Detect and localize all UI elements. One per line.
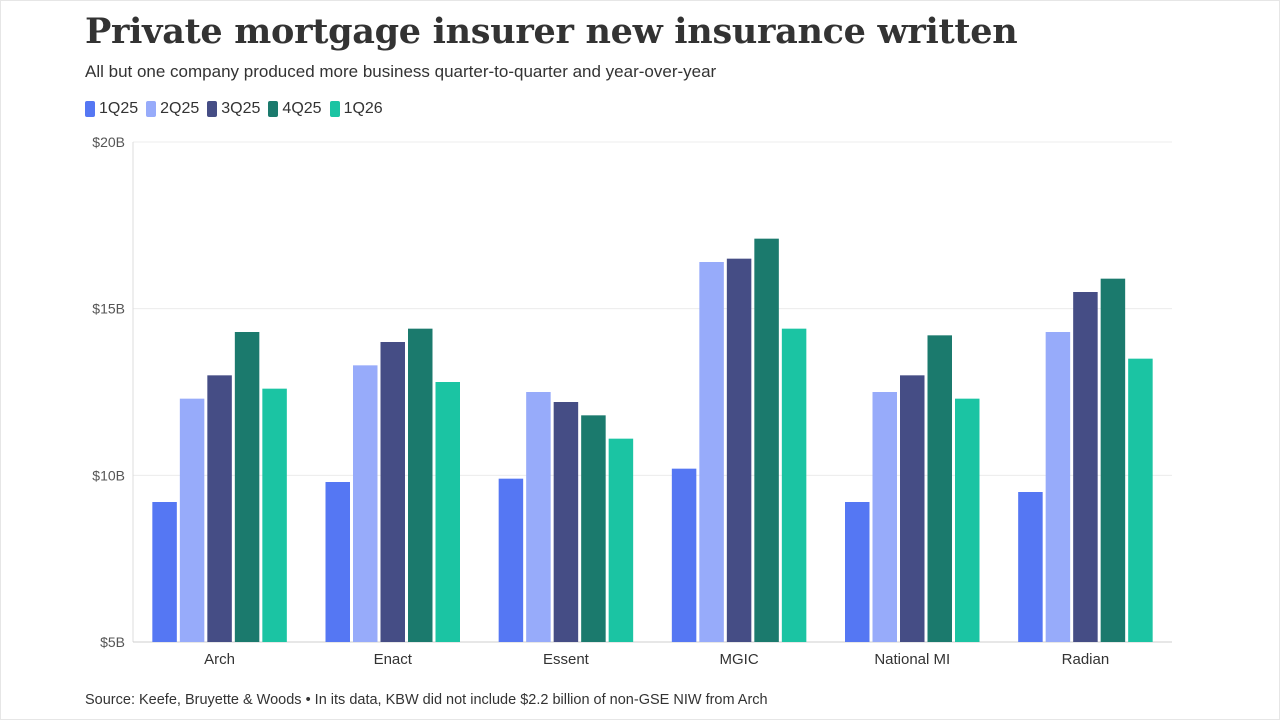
- legend-label: 1Q25: [99, 100, 139, 117]
- bar: [207, 375, 232, 642]
- bar: [845, 502, 870, 642]
- bar: [1073, 292, 1098, 642]
- bar: [726, 258, 752, 642]
- bar: [526, 392, 551, 642]
- bar: [353, 365, 378, 642]
- bar: [498, 478, 524, 642]
- bar: [1128, 358, 1153, 642]
- bar: [553, 402, 579, 642]
- bar: [152, 502, 177, 642]
- bar: [781, 328, 807, 642]
- legend-label: 1Q26: [343, 100, 383, 117]
- y-tick-label: $5B: [100, 634, 125, 650]
- legend-item: 4Q25: [268, 100, 322, 118]
- legend-swatch: [268, 101, 279, 117]
- legend-swatch: [146, 101, 157, 117]
- legend-label: 2Q25: [160, 100, 200, 117]
- bar: [234, 332, 260, 642]
- bar: [955, 398, 980, 642]
- bar: [1045, 332, 1071, 642]
- bar: [1100, 278, 1126, 642]
- chart-legend: 1Q25 2Q25 3Q25 4Q25 1Q26: [85, 98, 391, 120]
- bar: [671, 468, 697, 642]
- legend-item: 1Q25: [85, 100, 138, 118]
- x-category-label: Essent: [543, 651, 590, 668]
- bar: [699, 262, 724, 642]
- x-category-label: Arch: [204, 651, 235, 668]
- bar: [408, 328, 433, 642]
- y-tick-label: $15B: [92, 301, 125, 317]
- legend-item: 3Q25: [207, 100, 260, 118]
- legend-label: 3Q25: [221, 100, 261, 117]
- chart-title: Private mortgage insurer new insurance w…: [85, 11, 1018, 52]
- x-category-label: National MI: [874, 651, 950, 668]
- bar: [581, 415, 606, 642]
- legend-swatch: [207, 101, 218, 117]
- chart-subtitle: All but one company produced more busine…: [85, 62, 717, 81]
- x-category-label: Radian: [1062, 651, 1110, 668]
- legend-item: 2Q25: [146, 100, 199, 118]
- bar: [435, 382, 460, 642]
- y-tick-label: $20B: [92, 134, 125, 150]
- bar: [262, 388, 287, 642]
- bar: [179, 398, 205, 642]
- bar: [325, 482, 350, 642]
- bar: [380, 342, 405, 642]
- bar: [608, 438, 634, 642]
- x-category-label: Enact: [374, 651, 413, 668]
- bar: [1018, 492, 1043, 642]
- x-category-label: MGIC: [719, 651, 758, 668]
- legend-swatch: [329, 101, 340, 117]
- legend-swatch: [85, 101, 95, 117]
- legend-label: 4Q25: [282, 100, 322, 117]
- legend-item: 1Q26: [329, 100, 383, 118]
- bar: [927, 335, 952, 642]
- bar: [872, 392, 897, 642]
- bar: [754, 238, 779, 642]
- source-note: Source: Keefe, Bruyette & Woods • In its…: [85, 692, 768, 708]
- y-tick-label: $10B: [92, 467, 125, 483]
- bar: [900, 375, 925, 642]
